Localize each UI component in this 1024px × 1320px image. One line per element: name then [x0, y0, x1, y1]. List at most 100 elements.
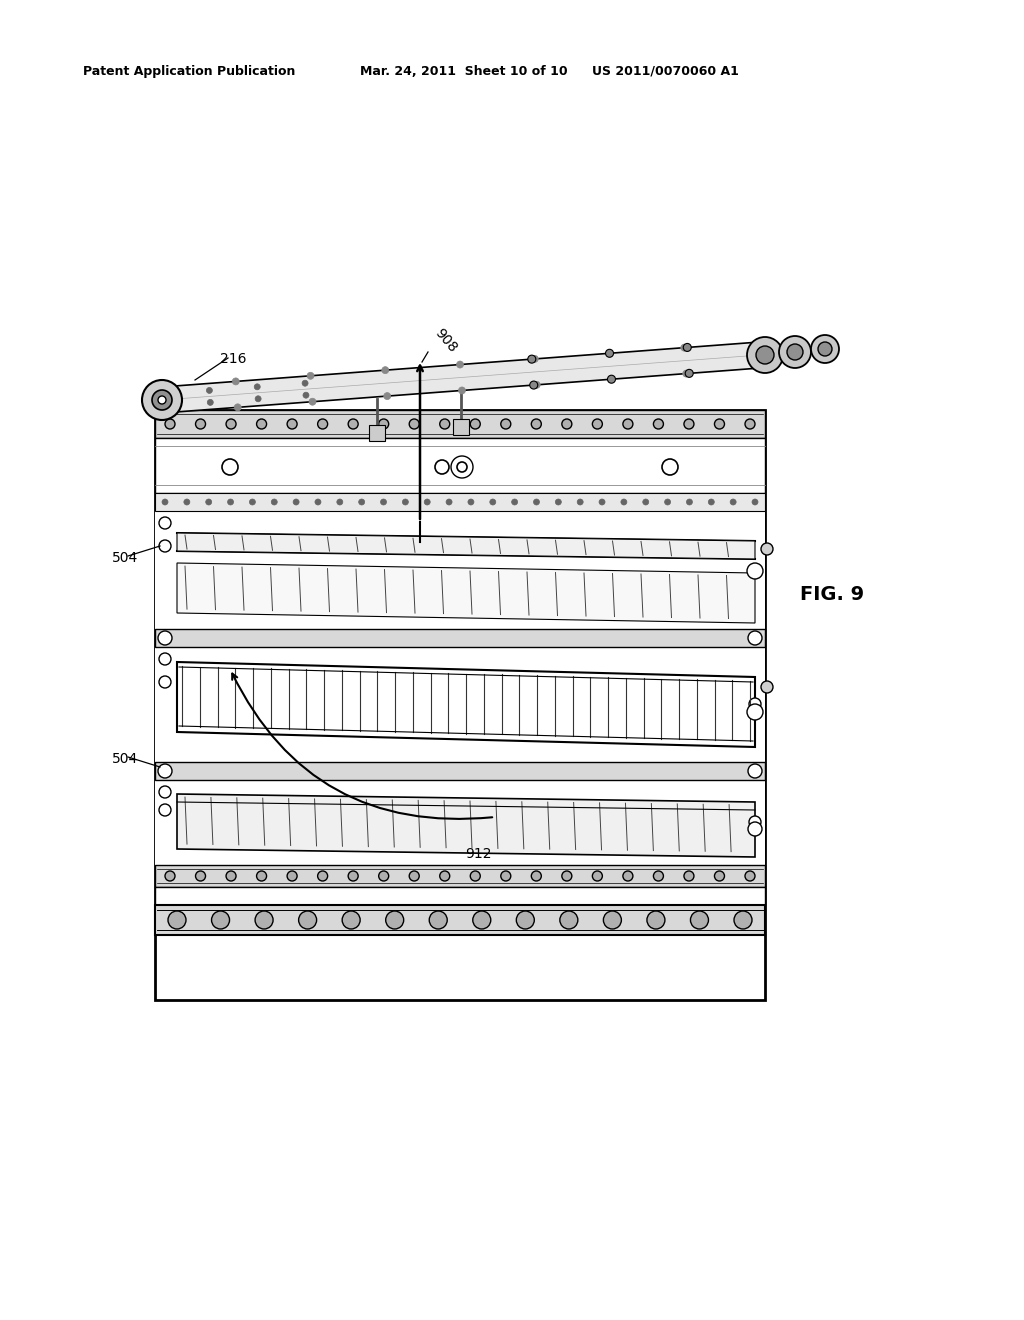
Circle shape: [516, 911, 535, 929]
Circle shape: [196, 871, 206, 880]
Circle shape: [232, 378, 240, 385]
Circle shape: [446, 499, 452, 506]
Circle shape: [315, 499, 321, 506]
Circle shape: [746, 337, 783, 374]
Circle shape: [402, 499, 409, 506]
Circle shape: [159, 653, 171, 665]
Circle shape: [531, 355, 539, 363]
Circle shape: [749, 698, 761, 710]
Circle shape: [683, 343, 691, 351]
Circle shape: [746, 704, 763, 719]
Circle shape: [348, 871, 358, 880]
Circle shape: [662, 459, 678, 475]
Circle shape: [473, 911, 490, 929]
Bar: [155, 492, 765, 511]
Text: 216: 216: [220, 352, 247, 366]
Circle shape: [410, 871, 419, 880]
Polygon shape: [177, 564, 755, 623]
Circle shape: [605, 350, 613, 358]
Circle shape: [560, 911, 578, 929]
Circle shape: [435, 459, 449, 474]
Circle shape: [257, 871, 266, 880]
Bar: [155, 438, 765, 492]
Circle shape: [227, 499, 233, 506]
Circle shape: [811, 335, 839, 363]
Circle shape: [745, 871, 755, 880]
Circle shape: [562, 871, 571, 880]
Circle shape: [159, 517, 171, 529]
Circle shape: [302, 380, 308, 387]
Circle shape: [234, 404, 242, 411]
Circle shape: [303, 392, 309, 399]
Circle shape: [184, 499, 189, 506]
Circle shape: [254, 384, 260, 389]
Circle shape: [152, 389, 172, 411]
Circle shape: [749, 564, 761, 576]
Circle shape: [293, 499, 299, 506]
Circle shape: [748, 631, 762, 645]
Circle shape: [623, 871, 633, 880]
Circle shape: [424, 499, 430, 506]
Circle shape: [653, 418, 664, 429]
Circle shape: [470, 418, 480, 429]
Circle shape: [165, 871, 175, 880]
Circle shape: [603, 911, 622, 929]
Circle shape: [534, 381, 541, 388]
Circle shape: [212, 911, 229, 929]
Text: US 2011/0070060 A1: US 2011/0070060 A1: [592, 65, 739, 78]
Circle shape: [555, 499, 561, 506]
Circle shape: [159, 676, 171, 688]
Circle shape: [429, 911, 447, 929]
Circle shape: [746, 564, 763, 579]
Circle shape: [379, 871, 389, 880]
Circle shape: [623, 418, 633, 429]
Circle shape: [250, 499, 255, 506]
Circle shape: [647, 911, 665, 929]
Circle shape: [527, 355, 536, 363]
Circle shape: [317, 871, 328, 880]
Circle shape: [665, 499, 671, 506]
Circle shape: [287, 418, 297, 429]
Circle shape: [379, 418, 389, 429]
Circle shape: [159, 804, 171, 816]
Circle shape: [501, 418, 511, 429]
Circle shape: [531, 871, 542, 880]
Circle shape: [207, 400, 213, 405]
Bar: [155, 647, 765, 762]
Circle shape: [715, 871, 724, 880]
Circle shape: [142, 380, 182, 420]
Circle shape: [684, 418, 694, 429]
Circle shape: [643, 499, 649, 506]
Circle shape: [348, 418, 358, 429]
Circle shape: [761, 543, 773, 554]
Circle shape: [748, 764, 762, 777]
Bar: [453, 418, 469, 434]
Circle shape: [818, 342, 831, 356]
Circle shape: [468, 499, 474, 506]
Bar: [155, 630, 765, 647]
Circle shape: [562, 418, 571, 429]
Circle shape: [761, 681, 773, 693]
Circle shape: [608, 376, 615, 383]
Circle shape: [271, 499, 278, 506]
Text: Patent Application Publication: Patent Application Publication: [83, 65, 295, 78]
Circle shape: [512, 499, 517, 506]
Circle shape: [749, 816, 761, 828]
Bar: [155, 411, 765, 1001]
Circle shape: [457, 462, 467, 473]
Circle shape: [255, 911, 273, 929]
Text: 908: 908: [432, 326, 460, 355]
Circle shape: [686, 499, 692, 506]
Polygon shape: [177, 663, 755, 747]
Circle shape: [410, 418, 419, 429]
Circle shape: [207, 387, 212, 393]
Circle shape: [621, 499, 627, 506]
Text: Mar. 24, 2011  Sheet 10 of 10: Mar. 24, 2011 Sheet 10 of 10: [360, 65, 567, 78]
Circle shape: [165, 418, 175, 429]
Circle shape: [206, 499, 212, 506]
Circle shape: [337, 499, 343, 506]
Bar: [370, 425, 385, 441]
Circle shape: [196, 418, 206, 429]
Circle shape: [255, 396, 261, 401]
Bar: [155, 780, 765, 865]
